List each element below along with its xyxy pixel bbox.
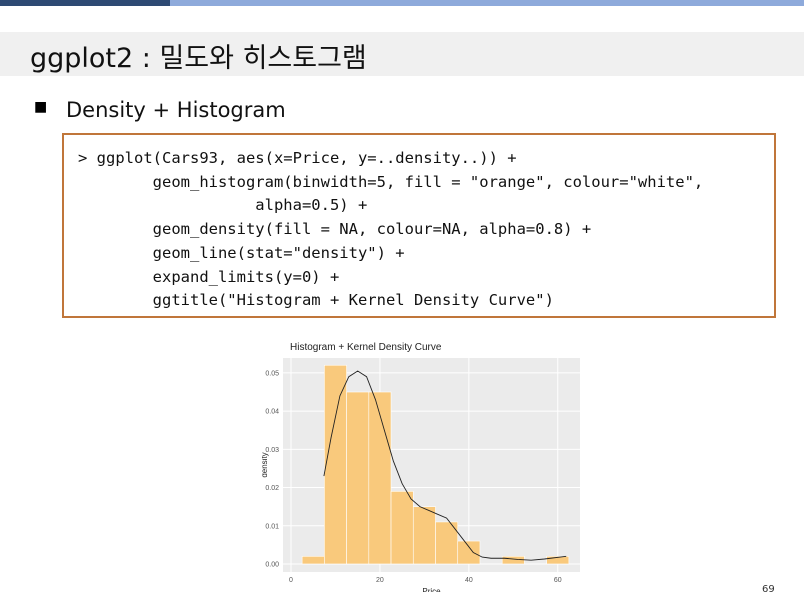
- chart-title: Histogram + Kernel Density Curve: [290, 342, 442, 353]
- y-axis-title: density: [262, 452, 269, 477]
- histogram-bar: [546, 556, 570, 565]
- code-line: alpha=0.5) +: [78, 196, 368, 215]
- code: > ggplot(Cars93, aes(x=Price, y=..densit…: [64, 135, 774, 313]
- x-tick-label: 60: [554, 577, 562, 584]
- top-bar-light: [170, 0, 804, 6]
- x-tick-label: 40: [465, 577, 473, 584]
- histogram-bar: [324, 364, 347, 565]
- histogram-bar: [501, 556, 525, 565]
- code-box: > ggplot(Cars93, aes(x=Price, y=..densit…: [62, 133, 776, 318]
- y-tick-label: 0.04: [265, 409, 279, 416]
- code-line: expand_limits(y=0) +: [78, 267, 340, 286]
- top-bar-dark: [0, 0, 170, 6]
- histogram-bar: [457, 540, 481, 565]
- code-line: ggtitle("Histogram + Kernel Density Curv…: [78, 291, 554, 310]
- y-tick-label: 0.01: [265, 523, 279, 530]
- y-tick-label: 0.00: [265, 561, 279, 568]
- histogram-bar: [390, 491, 414, 565]
- histogram-bar: [368, 391, 392, 565]
- histogram-bar: [301, 556, 325, 565]
- x-tick-label: 20: [376, 577, 384, 584]
- x-axis-title: Price: [422, 587, 441, 592]
- bullet-text: Density + Histogram: [66, 98, 286, 122]
- y-tick-label: 0.02: [265, 485, 279, 492]
- slide-title: ggplot2 : 밀도와 히스토그램: [30, 43, 367, 74]
- histogram-bar: [412, 506, 436, 565]
- chart: Histogram + Kernel Density Curve 0.00 0.01…: [262, 342, 580, 592]
- code-line: geom_density(fill = NA, colour=NA, alpha…: [78, 220, 592, 239]
- bullet-mark: ■: [34, 99, 48, 115]
- code-line: > ggplot(Cars93, aes(x=Price, y=..densit…: [78, 149, 517, 167]
- code-line: geom_histogram(binwidth=5, fill = "orang…: [78, 172, 704, 191]
- code-line: geom_line(stat="density") +: [78, 243, 405, 262]
- y-tick-label: 0.03: [265, 447, 279, 454]
- x-tick-label: 0: [289, 577, 293, 584]
- title-band: [0, 32, 804, 76]
- y-tick-label: 0.05: [265, 370, 279, 377]
- histogram-bar: [346, 391, 370, 565]
- density-curve: [323, 370, 567, 561]
- page-number: 69: [762, 584, 775, 595]
